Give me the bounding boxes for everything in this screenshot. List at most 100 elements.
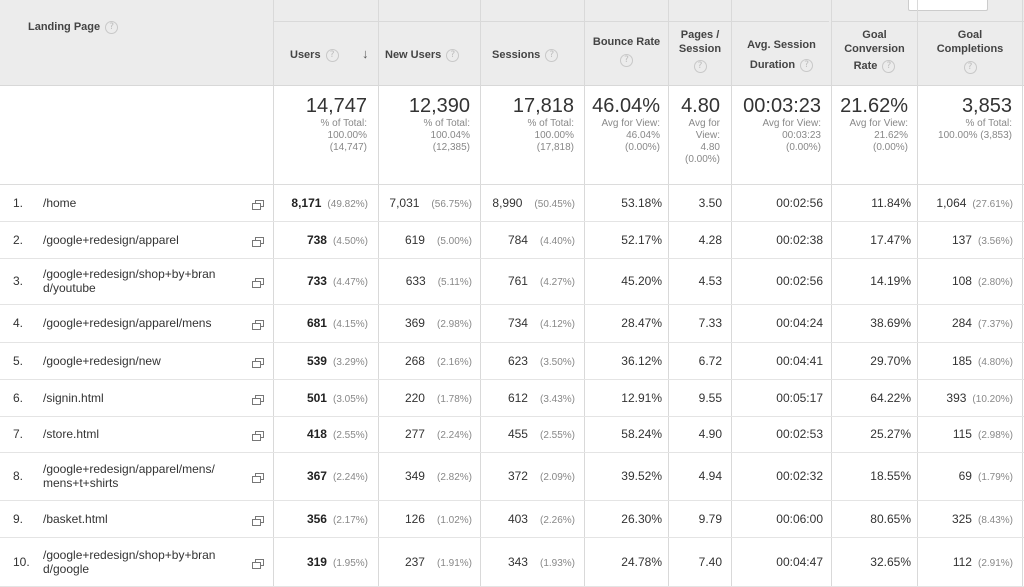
cell-percent: (3.05%) — [332, 393, 368, 405]
cell-percent: (1.91%) — [436, 557, 472, 569]
help-icon[interactable]: ? — [446, 48, 460, 62]
total-caption: (0.00%) — [872, 142, 908, 153]
landing-page-link[interactable]: /signin.html — [43, 390, 104, 405]
header-goal-completions[interactable]: Goal Completions ? — [918, 28, 1022, 74]
cell-avg-session-duration: 00:02:56 — [776, 196, 823, 210]
cell-avg-session-duration: 00:02:56 — [776, 274, 823, 288]
table-row: 7. /store.html 418 (2.55%) 277 (2.24%) 455 (2.5… — [0, 417, 1024, 453]
header-avg-session-duration[interactable]: Avg. Session Duration? — [732, 35, 831, 75]
cell-percent: (4.12%) — [539, 319, 575, 330]
help-icon[interactable]: ? — [620, 53, 633, 67]
cell-pages-session: 4.94 — [698, 469, 722, 483]
totals-row: 14,747 % of Total: 100.00% (14,747) 12,3… — [0, 86, 1024, 185]
header-label: Session — [678, 43, 722, 55]
landing-page-link[interactable]: /google+redesign/shop+by+bran d/google — [43, 547, 216, 576]
cell-goal-conversion-rate: 25.27% — [870, 427, 911, 441]
cell-users: 356 (2.17%) — [280, 512, 368, 526]
header-pages-session[interactable]: Pages / Session ? — [669, 28, 731, 73]
help-icon[interactable]: ? — [693, 59, 707, 73]
cell-pages-session: 4.53 — [698, 274, 722, 288]
cell-new-users: 369 (2.98%) — [382, 316, 472, 330]
header-new-users[interactable]: New Users? — [385, 48, 460, 62]
landing-page-link[interactable]: /basket.html — [43, 511, 108, 526]
open-link-icon[interactable] — [252, 198, 264, 210]
cell-avg-session-duration: 00:04:47 — [776, 554, 823, 569]
header-label: Avg. Session — [747, 39, 816, 51]
cell-sessions: 403 (2.26%) — [484, 512, 575, 526]
help-icon[interactable]: ? — [800, 58, 814, 72]
cell-value: 761 — [507, 274, 528, 288]
header-users[interactable]: Users? — [290, 48, 339, 62]
open-link-icon[interactable] — [252, 235, 264, 247]
open-link-icon[interactable] — [252, 276, 264, 288]
header-label: Conversion — [844, 43, 905, 55]
cell-value: 319 — [306, 554, 327, 569]
total-bounce-rate: 46.04% Avg for View: 46.04% (0.00%) — [586, 94, 660, 154]
open-link-icon[interactable] — [252, 514, 264, 526]
table-row: 10. /google+redesign/shop+by+bran d/googl… — [0, 538, 1024, 587]
header-landing-page[interactable]: Landing Page? — [28, 20, 119, 34]
header-sessions[interactable]: Sessions? — [492, 48, 559, 62]
cell-value: 126 — [404, 511, 425, 526]
cell-percent: (2.55%) — [332, 430, 368, 441]
help-icon[interactable]: ? — [545, 48, 559, 62]
column-divider — [668, 0, 669, 587]
row-index: 3. — [13, 274, 24, 288]
header-group-strip — [832, 0, 1024, 22]
cell-bounce-rate: 26.30% — [621, 511, 662, 526]
landing-page-link[interactable]: /home — [43, 196, 77, 210]
cell-percent: (2.98%) — [977, 430, 1013, 441]
cell-value: 8,990 — [492, 196, 523, 210]
open-link-icon[interactable] — [252, 318, 264, 330]
landing-page-link[interactable]: /store.html — [43, 427, 100, 441]
cell-value: 115 — [952, 427, 972, 441]
landing-page-link[interactable]: /google+redesign/apparel/mens — [43, 316, 212, 330]
column-divider — [480, 0, 481, 587]
cell-value: 633 — [405, 274, 426, 288]
cell-sessions: 372 (2.09%) — [484, 469, 575, 483]
help-icon[interactable]: ? — [105, 20, 119, 34]
cell-pages-session: 7.40 — [698, 554, 722, 569]
landing-page-link[interactable]: /google+redesign/shop+by+bran d/youtube — [43, 267, 216, 295]
header-bounce-rate[interactable]: Bounce Rate ? — [585, 35, 668, 67]
open-link-icon[interactable] — [252, 356, 264, 368]
cell-value: 237 — [404, 554, 425, 569]
open-link-icon[interactable] — [252, 429, 264, 441]
cell-new-users: 220 (1.78%) — [382, 391, 472, 405]
open-link-icon[interactable] — [252, 471, 264, 483]
total-caption: Avg for View: — [762, 118, 821, 129]
cell-goal-conversion-rate: 80.65% — [870, 511, 911, 526]
cell-percent: (2.24%) — [436, 430, 472, 441]
cell-sessions: 761 (4.27%) — [484, 274, 575, 288]
open-link-icon[interactable] — [252, 393, 264, 405]
cell-pages-session: 6.72 — [698, 353, 722, 368]
total-users: 14,747 % of Total: 100.00% (14,747) — [276, 94, 367, 154]
total-sessions: 17,818 % of Total: 100.00% (17,818) — [482, 94, 574, 154]
cell-goal-conversion-rate: 29.70% — [870, 353, 911, 368]
row-index: 10. — [13, 554, 30, 569]
cell-goal-completions: 108 (2.80%) — [921, 274, 1013, 288]
sort-descending-icon[interactable]: ↓ — [362, 46, 369, 61]
open-link-icon[interactable] — [252, 557, 264, 569]
cell-pages-session: 7.33 — [698, 316, 722, 330]
cell-value: 7,031 — [389, 196, 420, 210]
cell-avg-session-duration: 00:04:24 — [776, 316, 823, 330]
column-divider — [1022, 0, 1023, 587]
cell-percent: (2.55%) — [539, 430, 575, 441]
help-icon[interactable]: ? — [882, 59, 896, 73]
landing-page-link[interactable]: /google+redesign/apparel — [43, 232, 179, 247]
cell-percent: (3.56%) — [977, 235, 1013, 247]
total-caption: Avg for View: — [849, 118, 908, 129]
cell-avg-session-duration: 00:02:32 — [776, 469, 823, 483]
help-icon[interactable]: ? — [325, 48, 339, 62]
total-value: 4.80 — [681, 95, 720, 117]
total-value: 46.04% — [592, 95, 660, 117]
landing-page-link[interactable]: /google+redesign/new — [43, 353, 161, 368]
header-control-button[interactable] — [908, 0, 988, 11]
total-caption: 00:03:23 — [782, 130, 821, 141]
cell-goal-conversion-rate: 64.22% — [870, 390, 911, 405]
header-goal-conversion-rate[interactable]: Goal Conversion Rate? — [832, 28, 917, 73]
landing-page-link[interactable]: /google+redesign/apparel/mens/ mens+t+sh… — [43, 462, 215, 490]
header-label: New Users — [385, 49, 442, 61]
help-icon[interactable]: ? — [963, 60, 977, 74]
